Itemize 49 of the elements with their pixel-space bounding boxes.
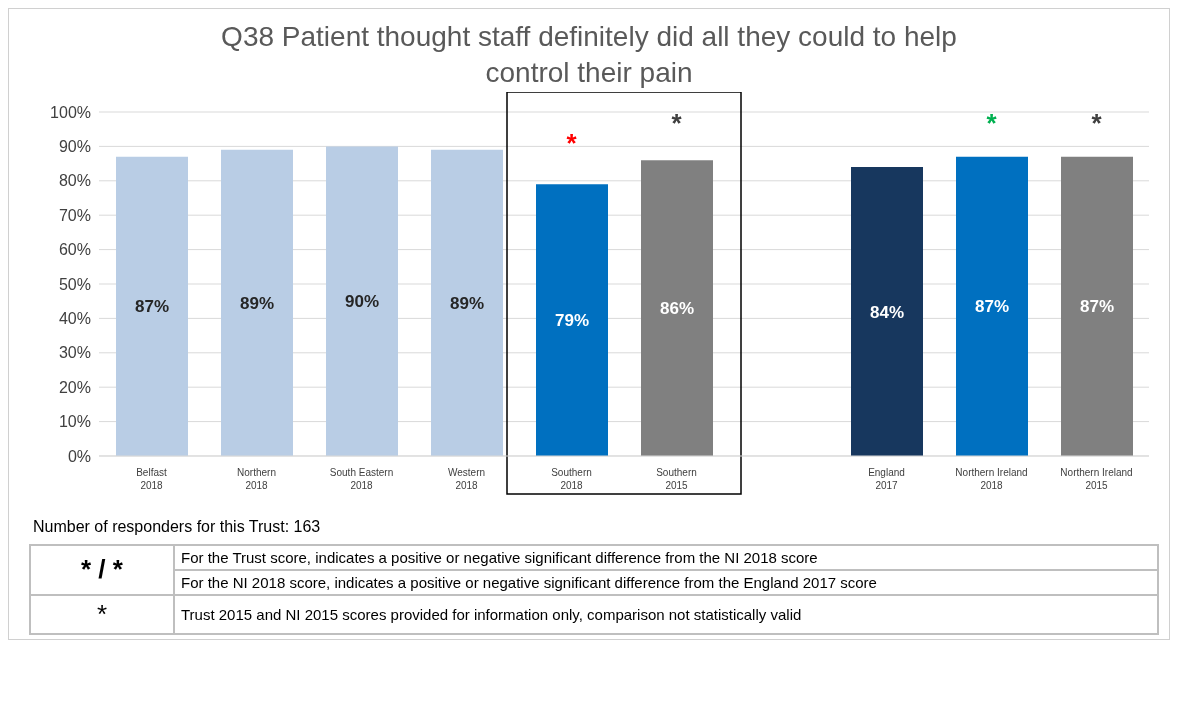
x-tick-label: Southern 2018: [551, 466, 592, 491]
y-tick-label: 70%: [58, 206, 91, 224]
y-tick-label: 100%: [50, 103, 91, 121]
data-label: 87%: [134, 297, 170, 317]
x-tick-label: South Eastern 2018: [329, 466, 394, 491]
y-tick-label: 10%: [58, 413, 91, 431]
x-tick-label: Belfast 2018: [136, 466, 167, 491]
bar: [326, 146, 398, 456]
data-label: 84%: [869, 302, 905, 322]
data-label: 89%: [449, 293, 485, 313]
x-tick-label: Southern 2015: [656, 466, 697, 491]
bar: [431, 149, 503, 456]
text: *: [30, 594, 174, 634]
annotation: *: [1091, 107, 1103, 138]
bar: [1061, 156, 1133, 456]
bar: [221, 149, 293, 456]
data-label: 79%: [554, 310, 590, 330]
text: Number of responders for this Trust: 163: [33, 517, 322, 536]
y-tick-label: 60%: [58, 241, 91, 259]
x-tick-label: England 2017: [868, 466, 905, 491]
y-tick-label: 0%: [67, 447, 91, 465]
data-label: 89%: [239, 293, 275, 313]
data-label: 87%: [974, 297, 1010, 317]
y-tick-label: 90%: [58, 137, 91, 155]
y-tick-label: 50%: [58, 275, 91, 293]
x-tick-label: Western 2018: [447, 466, 486, 491]
y-tick-label: 40%: [58, 309, 91, 327]
x-tick-label: Northern 2018: [237, 466, 276, 491]
x-tick-label: Northern Ireland 2018: [955, 466, 1028, 491]
annotation: *: [671, 107, 683, 138]
y-tick-label: 80%: [58, 172, 91, 190]
bar: [116, 156, 188, 456]
text: For the NI 2018 score, indicates a positive or negative significant difference from the England 2017 score: [174, 569, 1158, 595]
data-label: 87%: [1079, 297, 1115, 317]
annotation: *: [566, 127, 578, 158]
y-tick-label: 20%: [58, 378, 91, 396]
text: For the Trust score, indicates a positive or negative significant difference from the NI 2018 score: [174, 544, 1158, 570]
text: Trust 2015 and NI 2015 scores provided for information only, comparison not statistically valid: [174, 594, 1158, 634]
bar: [851, 166, 923, 456]
bar: [536, 184, 608, 456]
data-label: 86%: [659, 298, 695, 318]
x-tick-label: Northern Ireland 2015: [1060, 466, 1133, 491]
text: * / *: [30, 544, 174, 595]
y-tick-label: 30%: [58, 344, 91, 362]
data-label: 90%: [344, 291, 380, 311]
bar: [641, 159, 713, 456]
annotation: *: [986, 107, 998, 138]
bar: [956, 156, 1028, 456]
chart-title: Q38 Patient thought staff definitely did all they could to help control their pain: [220, 20, 958, 91]
